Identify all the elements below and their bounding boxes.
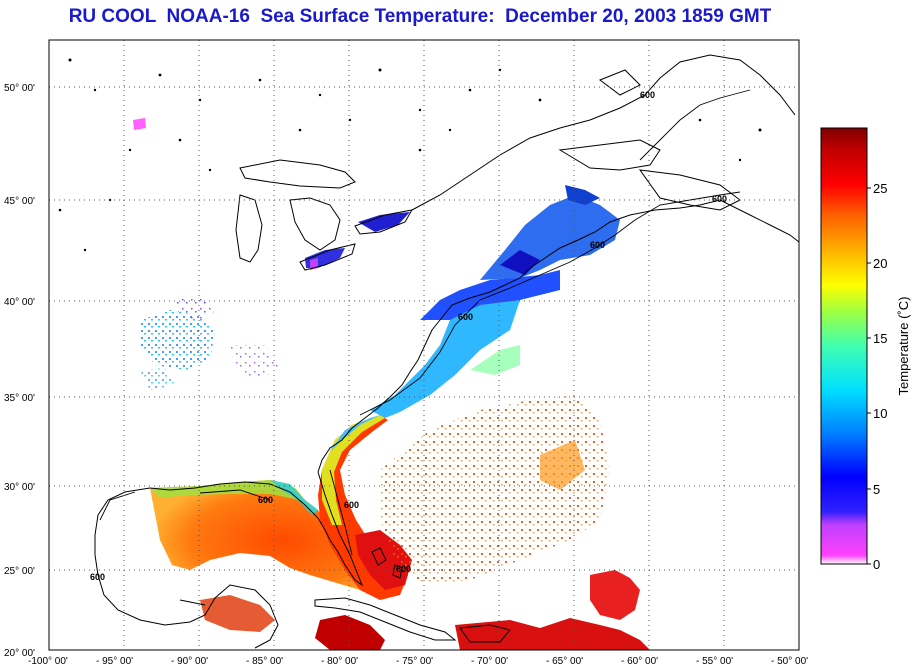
lon-tick-label: - 80° 00' [321,656,358,667]
colorbar-tick-label: 10 [873,406,887,421]
longitude-axis: -100° 00' - 95° 00' - 90° 00' - 85° 00' … [28,656,808,667]
colorbar-tick-label: 5 [873,482,880,497]
lat-tick-label: 20° 00' [4,648,35,659]
map-plot-area: 600 600 600 600 600 600 600 600 [48,39,800,651]
lon-tick-label: - 65° 00' [546,656,583,667]
lat-tick-label: 35° 00' [4,393,35,404]
lon-tick-label: - 60° 00' [621,656,658,667]
isobath-label: 600 [712,194,727,204]
lat-tick-label: 45° 00' [4,196,35,207]
isobath-label: 600 [396,564,411,574]
isobath-label: 600 [344,500,359,510]
colorbar-tick-label: 0 [873,557,880,572]
lake-fragments [58,58,762,252]
latitude-axis: 50° 00' 45° 00' 40° 00' 35° 00' 30° 00' … [4,83,35,659]
lon-tick-label: - 70° 00' [471,656,508,667]
lat-tick-label: 30° 00' [4,482,35,493]
isobath-label: 600 [458,312,473,322]
lon-tick-label: - 75° 00' [396,656,433,667]
lat-tick-label: 40° 00' [4,297,35,308]
colorbar-tick-label: 25 [873,181,887,196]
isobath-label: 600 [258,495,273,505]
isobath-labels: 600 600 600 600 600 600 600 600 [90,90,727,582]
lon-tick-label: - 95° 00' [96,656,133,667]
coastlines [94,54,800,649]
lon-tick-label: - 90° 00' [171,656,208,667]
colorbar-gradient [820,127,868,565]
lon-tick-label: - 85° 00' [246,656,283,667]
lat-tick-label: 25° 00' [4,566,35,577]
colorbar-title: Temperature (˚C) [896,297,911,396]
lon-tick-label: -100° 00' [28,656,68,667]
map-gridlines [49,40,799,650]
temperature-colorbar: 25 20 15 10 5 0 Temperature (˚C) [820,127,911,572]
isobath-label: 600 [90,572,105,582]
isobath-label: 600 [590,240,605,250]
colorbar-tick-label: 20 [873,256,887,271]
lon-tick-label: - 50° 00' [771,656,808,667]
lat-tick-label: 50° 00' [4,83,35,94]
isobath-label: 600 [640,90,655,100]
colorbar-tick-label: 15 [873,331,887,346]
map-title: RU COOL NOAA-16 Sea Surface Temperature:… [68,6,772,27]
lon-tick-label: - 55° 00' [696,656,733,667]
